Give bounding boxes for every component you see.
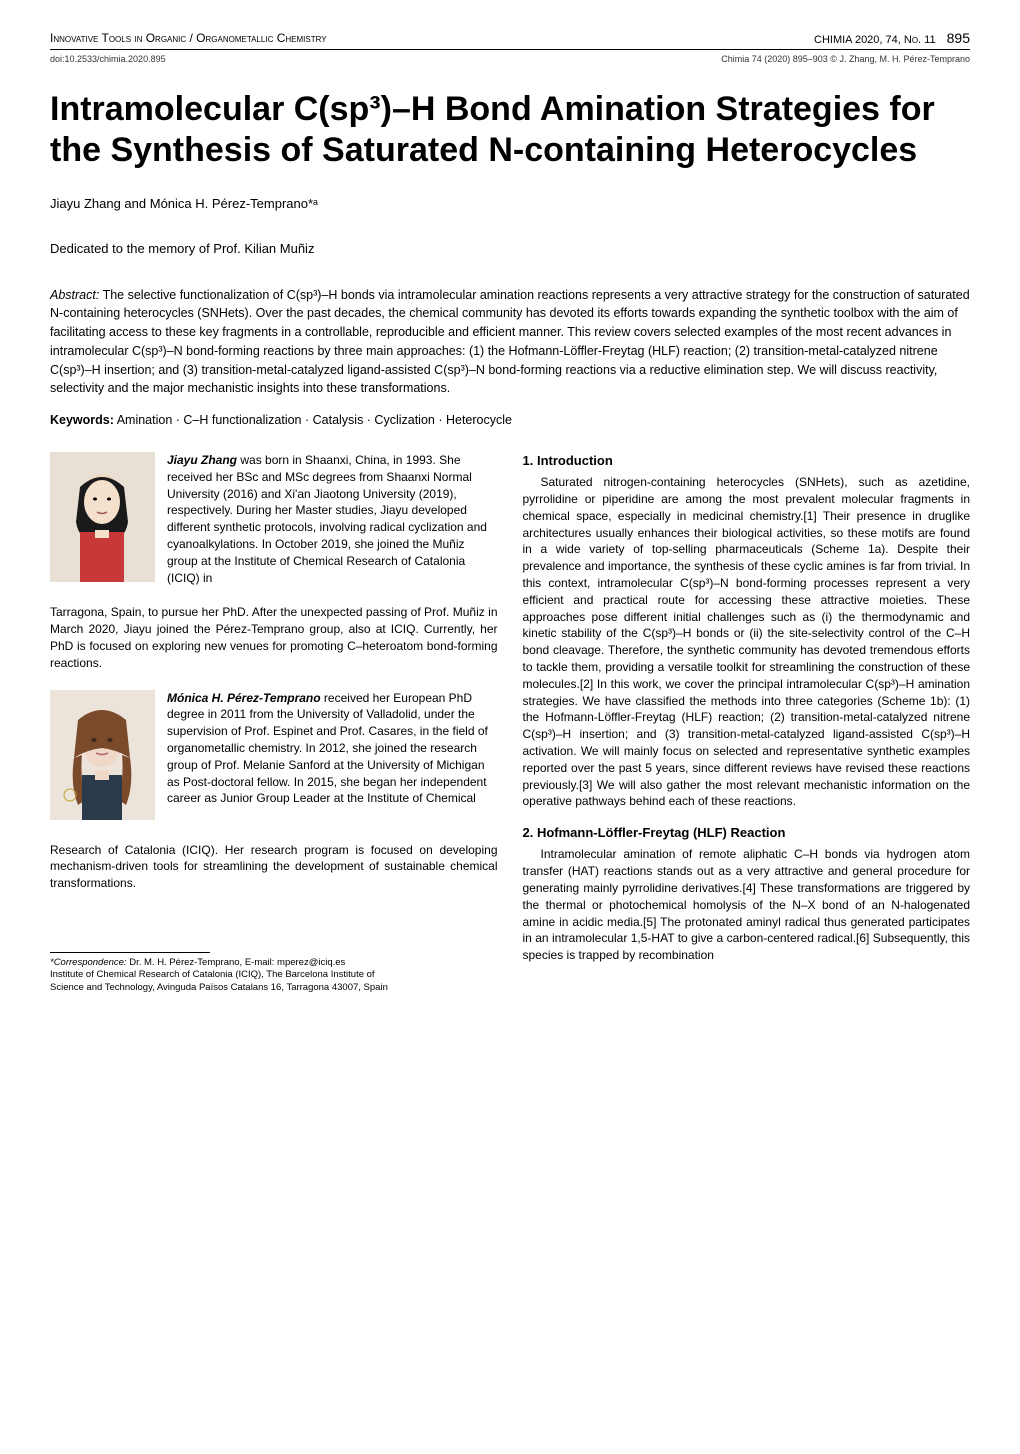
bio-zhang-name: Jiayu Zhang	[167, 453, 237, 467]
bio-perez-text: received her European PhD degree in 2011…	[167, 691, 488, 806]
citation: Chimia 74 (2020) 895–903 © J. Zhang, M. …	[721, 54, 970, 64]
keywords-label: Keywords:	[50, 413, 114, 427]
left-column: Jiayu Zhang was born in Shaanxi, China, …	[50, 452, 498, 994]
footnote-line2: Institute of Chemical Research of Catalo…	[50, 969, 375, 980]
bio-perez: Mónica H. Pérez-Temprano received her Eu…	[50, 690, 498, 824]
keywords-text: Amination · C–H functionalization · Cata…	[114, 413, 512, 427]
bio-zhang-text: was born in Shaanxi, China, in 1993. She…	[167, 453, 487, 585]
footnote: *Correspondence: Dr. M. H. Pérez-Tempran…	[50, 957, 498, 994]
footnote-divider	[50, 952, 210, 953]
page-number: 895	[947, 30, 970, 46]
sub-header: doi:10.2533/chimia.2020.895 Chimia 74 (2…	[50, 54, 970, 64]
right-column: 1. Introduction Saturated nitrogen-conta…	[523, 452, 971, 994]
photo-zhang	[50, 452, 155, 582]
doi: doi:10.2533/chimia.2020.895	[50, 54, 166, 64]
footnote-line3: Science and Technology, Avinguda Països …	[50, 982, 388, 993]
section1-para: Saturated nitrogen-containing heterocycl…	[523, 474, 971, 810]
bio-perez-continued: Research of Catalonia (ICIQ). Her resear…	[50, 842, 498, 892]
abstract: Abstract: The selective functionalizatio…	[50, 286, 970, 399]
section2-heading: 2. Hofmann-Löffler-Freytag (HLF) Reactio…	[523, 824, 971, 842]
article-title: Intramolecular C(sp³)–H Bond Amination S…	[50, 89, 970, 171]
bio-zhang: Jiayu Zhang was born in Shaanxi, China, …	[50, 452, 498, 586]
page-header: Innovative Tools in Organic / Organometa…	[50, 30, 970, 50]
keywords: Keywords: Amination · C–H functionalizat…	[50, 413, 970, 427]
correspondence-text: Dr. M. H. Pérez-Temprano, E-mail: mperez…	[127, 957, 346, 968]
photo-perez	[50, 690, 155, 820]
abstract-text: The selective functionalization of C(sp³…	[50, 288, 970, 396]
section2-para: Intramolecular amination of remote aliph…	[523, 846, 971, 964]
bio-zhang-continued: Tarragona, Spain, to pursue her PhD. Aft…	[50, 604, 498, 671]
abstract-label: Abstract:	[50, 288, 99, 302]
bio-perez-name: Mónica H. Pérez-Temprano	[167, 691, 321, 705]
correspondence-label: *Correspondence:	[50, 957, 127, 968]
journal-ref: CHIMIA 2020, 74, No. 11 895	[814, 30, 970, 46]
authors: Jiayu Zhang and Mónica H. Pérez-Temprano…	[50, 196, 970, 211]
dedication: Dedicated to the memory of Prof. Kilian …	[50, 241, 970, 256]
body-columns: Jiayu Zhang was born in Shaanxi, China, …	[50, 452, 970, 994]
section1-heading: 1. Introduction	[523, 452, 971, 470]
section-title: Innovative Tools in Organic / Organometa…	[50, 31, 327, 45]
